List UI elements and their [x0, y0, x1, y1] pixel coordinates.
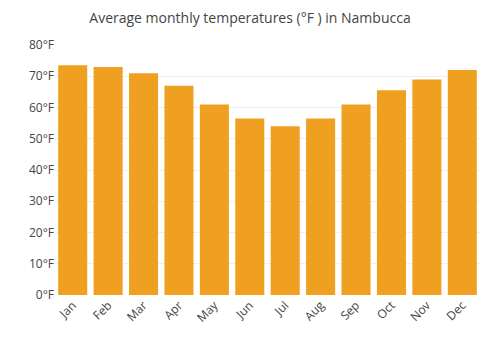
svg-text:Mar: Mar: [123, 297, 151, 325]
svg-text:80°F: 80°F: [29, 36, 54, 53]
svg-text:Oct: Oct: [373, 297, 399, 323]
svg-text:40°F: 40°F: [29, 161, 54, 178]
svg-text:Apr: Apr: [160, 297, 186, 323]
svg-text:Jul: Jul: [270, 297, 292, 319]
svg-text:Aug: Aug: [300, 297, 328, 325]
svg-text:Dec: Dec: [442, 297, 469, 324]
svg-text:Jun: Jun: [231, 297, 256, 322]
svg-text:70°F: 70°F: [29, 67, 54, 84]
svg-text:Average monthly temperatures (: Average monthly temperatures (°F ) in Na…: [89, 8, 410, 27]
svg-text:Jan: Jan: [55, 297, 80, 322]
svg-text:60°F: 60°F: [29, 99, 54, 116]
svg-text:Sep: Sep: [336, 297, 363, 324]
svg-text:0°F: 0°F: [36, 286, 54, 303]
svg-text:10°F: 10°F: [29, 255, 54, 272]
svg-text:Feb: Feb: [89, 297, 115, 323]
svg-text:30°F: 30°F: [29, 192, 54, 209]
svg-text:May: May: [193, 296, 222, 325]
svg-text:Nov: Nov: [406, 297, 434, 325]
svg-text:20°F: 20°F: [29, 224, 54, 241]
svg-text:50°F: 50°F: [29, 130, 54, 147]
